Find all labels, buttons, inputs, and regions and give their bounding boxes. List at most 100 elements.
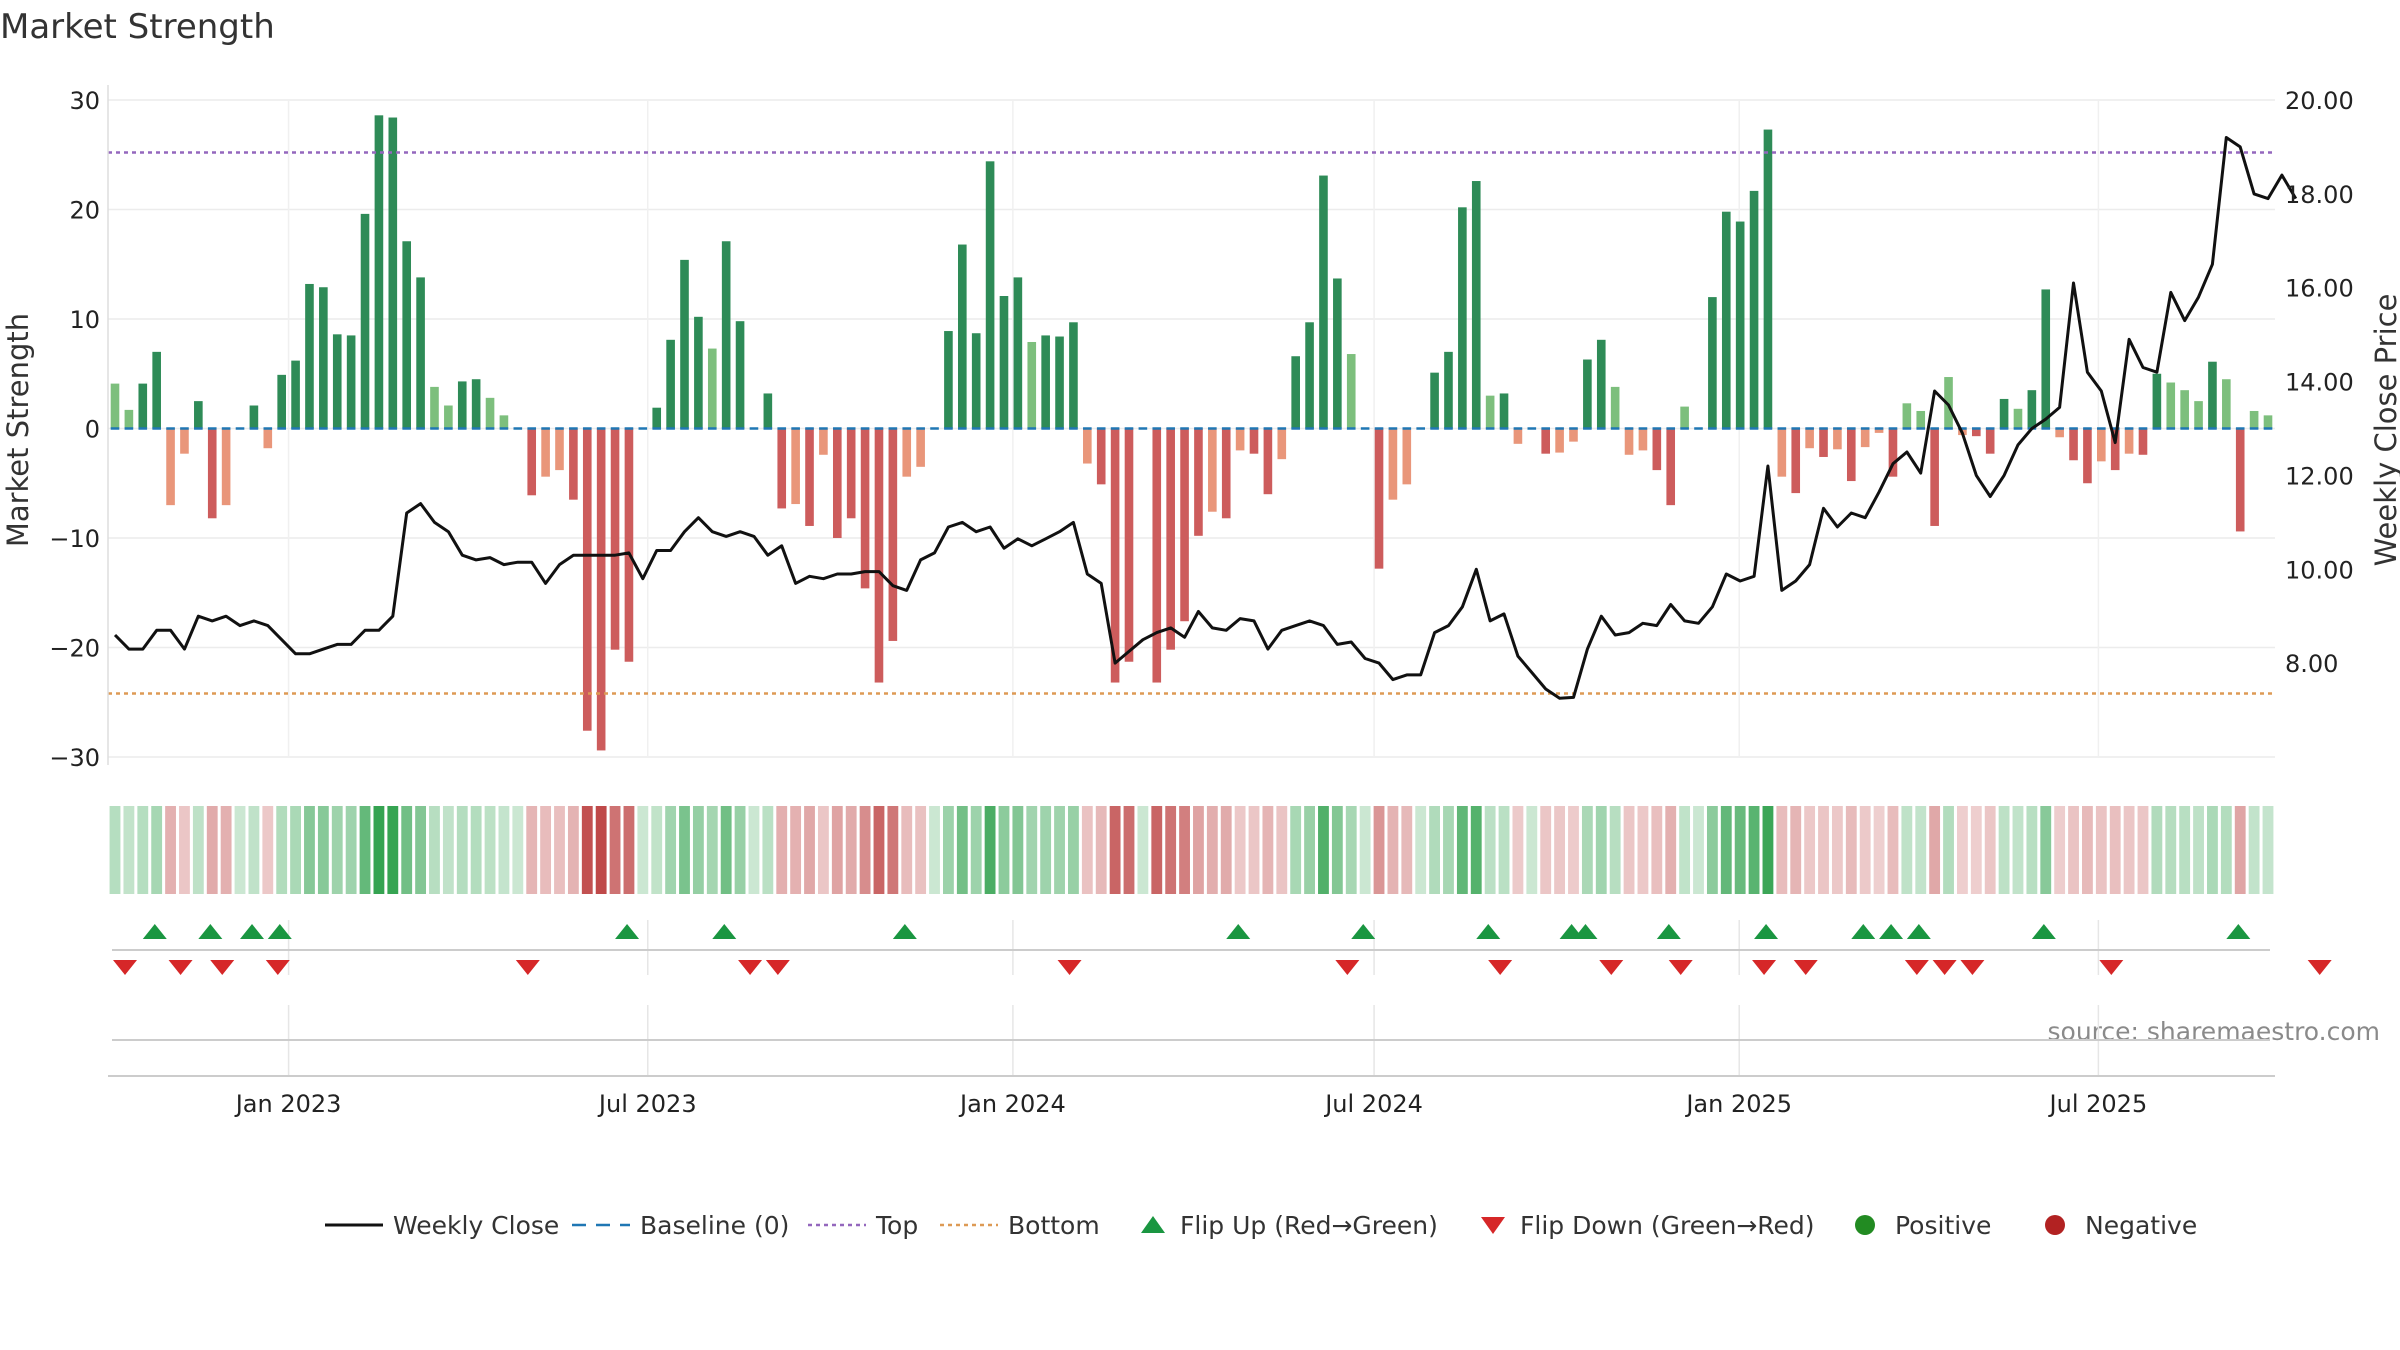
heat-cell	[248, 806, 260, 894]
legend-item-weekly_close: Weekly Close	[325, 1211, 559, 1240]
strength-bar	[1735, 221, 1745, 429]
strength-heat-strip	[109, 806, 2274, 894]
heat-cell	[1456, 806, 1468, 894]
heat-cell	[943, 806, 954, 894]
flip-down-marker	[1057, 960, 1082, 975]
heat-cell	[567, 806, 579, 894]
y-tick-left: 30	[69, 87, 100, 115]
strength-bar	[277, 374, 286, 429]
strength-bar	[735, 321, 745, 429]
heat-cell	[2234, 806, 2246, 894]
strength-bar	[1555, 428, 1564, 453]
y-tick-left: −20	[49, 635, 100, 663]
heat-cell	[526, 806, 538, 894]
strength-bar	[1221, 428, 1231, 519]
legend-item-positive: Positive	[1855, 1211, 1991, 1240]
strength-bar	[971, 333, 981, 429]
strength-bar	[1235, 428, 1245, 451]
strength-bar	[1110, 428, 1120, 683]
strength-bar	[402, 241, 412, 429]
heat-cell	[151, 806, 163, 894]
weekly-close-line	[113, 136, 2298, 700]
legend-label-weekly_close: Weekly Close	[393, 1211, 559, 1240]
heat-cell	[1665, 806, 1677, 894]
flip-up-marker	[1226, 924, 1251, 939]
x-tick-label: Jan 2025	[1684, 1090, 1792, 1118]
strength-bar	[249, 405, 259, 429]
strength-bar	[1583, 359, 1592, 429]
heat-cell	[1498, 806, 1510, 894]
strength-bar	[2097, 428, 2106, 462]
heat-cell	[873, 806, 885, 894]
strength-bar	[2124, 428, 2134, 454]
strength-bar	[1930, 428, 1939, 526]
strength-bar	[582, 428, 592, 731]
heat-cell	[1220, 806, 1232, 894]
strength-bar	[1180, 428, 1189, 622]
strength-bar	[180, 428, 189, 454]
y-tick-right: 10.00	[2285, 556, 2354, 584]
heat-cell	[1554, 806, 1566, 894]
heat-cell	[595, 806, 607, 894]
heat-cell	[2248, 806, 2260, 894]
strength-bar	[124, 409, 134, 429]
strength-bar	[152, 351, 161, 429]
heat-cell	[1429, 806, 1440, 894]
heat-cell	[2165, 806, 2177, 894]
heat-cell	[1165, 806, 1177, 894]
heat-cell	[1929, 806, 1941, 894]
strength-bar	[958, 244, 967, 429]
heat-cell	[1234, 806, 1246, 894]
strength-bar	[221, 428, 231, 506]
strength-bar	[2235, 428, 2245, 532]
strength-bar	[777, 428, 787, 509]
heat-cell	[1790, 806, 1802, 894]
flip-down-marker	[2307, 960, 2332, 975]
x-tick-label: Jul 2023	[597, 1090, 697, 1118]
strength-bar	[1652, 428, 1662, 471]
y-tick-left: 10	[69, 306, 100, 334]
flip-up-marker	[1851, 924, 1876, 939]
strength-bar	[110, 383, 120, 429]
strength-bar	[791, 428, 800, 505]
strength-bar	[555, 428, 564, 471]
heat-cell	[1373, 806, 1385, 894]
heat-cell	[1512, 806, 1524, 894]
heat-cell	[109, 806, 121, 894]
heat-cell	[1901, 806, 1913, 894]
y-tick-left: 20	[69, 197, 100, 225]
strength-bar	[207, 428, 217, 519]
legend-item-flip_down: Flip Down (Green→Red)	[1481, 1211, 1815, 1240]
heat-cell	[1012, 806, 1024, 894]
strength-bar	[346, 335, 356, 429]
flip-down-marker	[1599, 960, 1624, 975]
heat-cell	[790, 806, 802, 894]
strength-bar	[1541, 428, 1551, 454]
heat-cell	[345, 806, 357, 894]
strength-bar	[194, 401, 203, 429]
heat-cell	[623, 806, 635, 894]
strength-bar	[416, 277, 425, 429]
strength-bar	[2152, 373, 2162, 429]
strength-bar	[1680, 406, 1689, 429]
heat-cell	[1290, 806, 1302, 894]
strength-bar	[1777, 428, 1787, 477]
heat-cell	[581, 806, 593, 894]
strength-bar	[1124, 428, 1134, 662]
strength-bar	[1194, 428, 1203, 536]
source-note: source: sharemaestro.com	[2048, 1017, 2381, 1046]
flip-up-marker	[1351, 924, 1376, 939]
strength-bar	[610, 428, 620, 650]
heat-cell	[331, 806, 343, 894]
flip-down-marker	[113, 960, 137, 975]
strength-bar	[1444, 351, 1453, 429]
flip-up-marker	[2226, 924, 2251, 939]
strength-bar	[1708, 297, 1717, 429]
strength-bar	[305, 283, 314, 429]
strength-bar	[1458, 207, 1467, 429]
heat-cell	[1081, 806, 1093, 894]
heat-cell	[456, 806, 468, 894]
heat-cell	[1581, 806, 1593, 894]
legend-item-negative: Negative	[2045, 1211, 2197, 1240]
strength-bar	[471, 379, 481, 429]
